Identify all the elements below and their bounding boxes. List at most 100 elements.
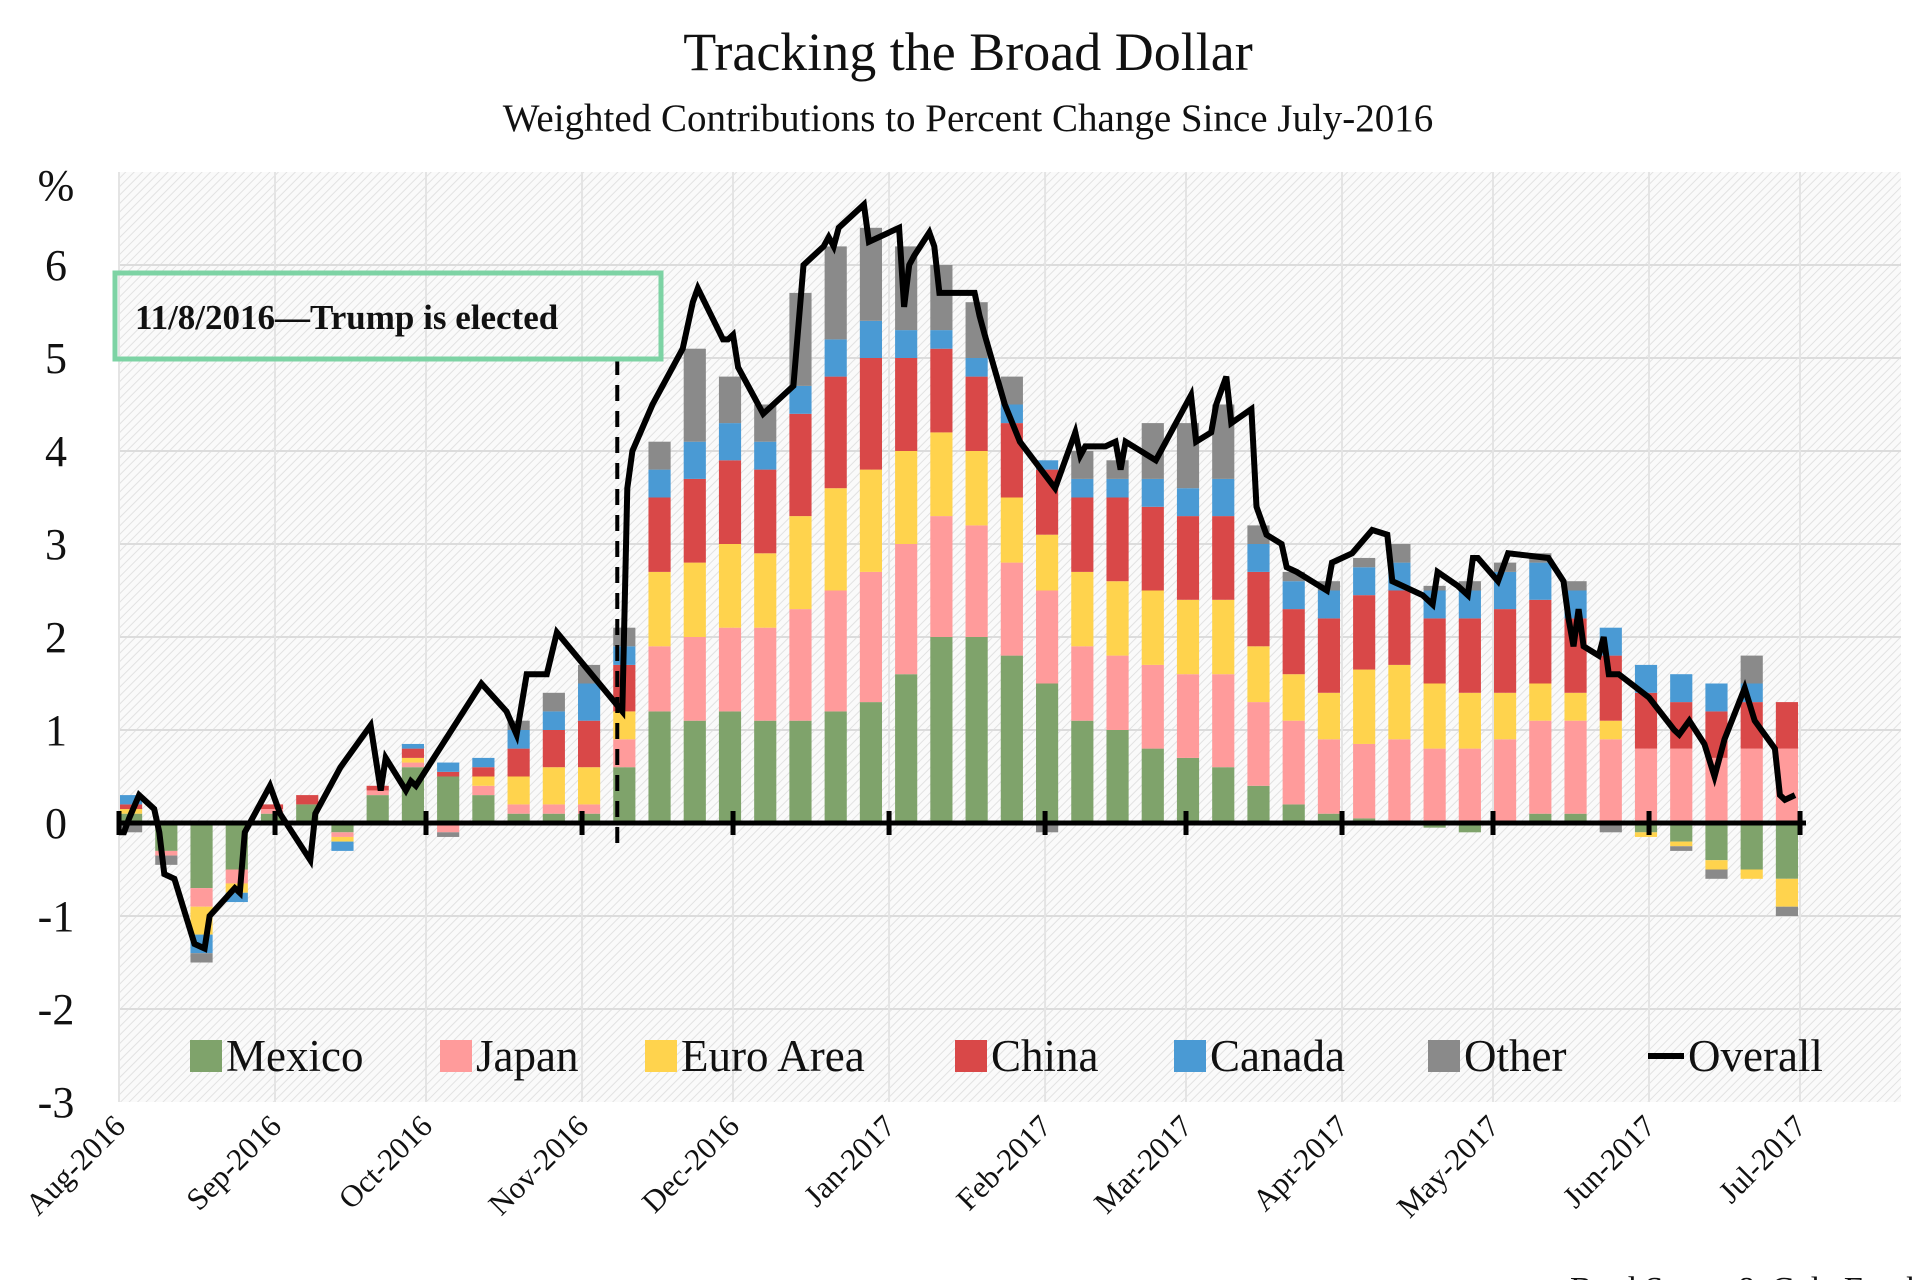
bar-euro-area <box>648 571 671 647</box>
bar-other <box>930 265 953 331</box>
bar-china <box>1106 497 1129 582</box>
source-text: Brad Setser & Cole Frank <box>1570 1271 1920 1280</box>
bar-other <box>1071 451 1094 479</box>
bar-euro-area <box>1740 869 1763 879</box>
bar-euro-area <box>1458 692 1481 749</box>
bar-other <box>1000 376 1023 405</box>
bar-mexico <box>1141 748 1164 823</box>
x-tick-label: Dec-2016 <box>635 1108 746 1219</box>
bar-canada <box>930 330 953 349</box>
y-tick-label: 1 <box>45 706 67 755</box>
bar-other <box>1775 906 1799 916</box>
annotation-text: 11/8/2016—Trump is elected <box>135 298 559 337</box>
legend-item-china: China <box>955 1031 1099 1081</box>
bar-china <box>260 804 284 810</box>
y-tick-label: 0 <box>45 799 67 848</box>
bar-mexico <box>437 776 460 823</box>
bar-japan <box>1212 674 1235 768</box>
legend-label-mexico: Mexico <box>226 1031 363 1081</box>
y-tick-label: 5 <box>45 334 67 383</box>
bar-other <box>1705 869 1728 879</box>
bar-euro-area <box>718 544 742 628</box>
bar-mexico <box>648 711 671 823</box>
bar-mexico <box>1036 683 1059 823</box>
bar-canada <box>754 441 777 470</box>
x-tick-label: Sep-2016 <box>179 1108 288 1217</box>
legend-swatch-japan <box>440 1040 472 1072</box>
bar-china <box>542 730 565 768</box>
bar-mexico <box>789 720 812 823</box>
bar-china <box>1176 516 1200 600</box>
bar-mexico <box>1458 823 1481 833</box>
legend-label-other: Other <box>1464 1031 1566 1081</box>
bar-euro-area <box>1141 590 1164 665</box>
x-tick-label: Aug-2016 <box>18 1108 132 1222</box>
bar-euro-area <box>1000 497 1023 563</box>
chart-subtitle: Weighted Contributions to Percent Change… <box>503 97 1434 140</box>
x-tick-label: May-2017 <box>1390 1108 1506 1224</box>
bar-japan <box>789 609 812 721</box>
bar-other <box>859 227 883 321</box>
bar-euro-area <box>472 776 495 786</box>
bar-canada <box>1247 544 1270 572</box>
bar-china <box>824 376 847 489</box>
bar-mexico <box>1212 767 1235 823</box>
bar-china <box>296 795 319 805</box>
bar-mexico <box>366 795 389 823</box>
x-tick-label: Mar-2017 <box>1087 1108 1199 1220</box>
bar-china <box>1388 590 1411 665</box>
bar-china <box>895 358 918 451</box>
legend-item-other: Other <box>1428 1031 1566 1081</box>
bar-canada <box>331 841 354 851</box>
bar-mexico <box>824 711 847 823</box>
bar-canada <box>1176 488 1200 517</box>
bar-other <box>754 404 777 442</box>
bar-canada <box>1353 567 1376 596</box>
bar-china <box>1212 516 1235 600</box>
bar-japan <box>1564 720 1587 814</box>
bar-mexico <box>1529 813 1552 823</box>
bar-mexico <box>578 813 601 823</box>
bar-mexico <box>1106 730 1129 823</box>
legend-label-euro-area: Euro Area <box>681 1031 865 1081</box>
bar-china <box>965 376 988 451</box>
bar-canada <box>789 385 812 414</box>
bar-japan <box>1106 655 1129 730</box>
annotation-box <box>112 270 664 362</box>
bar-canada <box>120 795 143 805</box>
annotation: 11/8/2016—Trump is elected <box>112 270 664 845</box>
bar-euro-area <box>1247 646 1270 703</box>
bar-mexico <box>754 720 777 823</box>
bar-japan <box>1423 748 1446 823</box>
bar-japan <box>1775 748 1799 823</box>
x-tick-label: Jul-2017 <box>1712 1108 1813 1209</box>
bar-japan <box>683 637 706 721</box>
bar-mexico <box>260 813 284 823</box>
bar-china <box>1494 609 1517 693</box>
bar-euro-area <box>1071 571 1094 647</box>
bar-euro-area <box>824 488 847 591</box>
bar-china <box>1599 655 1622 721</box>
bar-canada <box>1141 478 1164 507</box>
bar-japan <box>1071 646 1094 721</box>
bar-china <box>718 460 742 544</box>
bar-mexico <box>1634 823 1658 833</box>
bar-euro-area <box>1388 664 1411 740</box>
bar-euro-area <box>1317 692 1341 740</box>
bar-japan <box>1529 720 1552 814</box>
x-tick-label: Apr-2017 <box>1245 1108 1355 1218</box>
legend-item-canada: Canada <box>1174 1031 1345 1081</box>
bar-japan <box>1000 562 1023 656</box>
bar-euro-area <box>965 451 988 526</box>
bar-canada <box>1036 460 1059 470</box>
bar-euro-area <box>1494 692 1517 740</box>
bar-other <box>155 855 178 865</box>
x-axis-tick-labels: Aug-2016 Sep-2016 Oct-2016 Nov-2016 Dec-2016… <box>18 1108 1813 1224</box>
bar-euro-area <box>1353 669 1376 744</box>
bar-euro-area <box>1564 692 1587 721</box>
bar-china <box>648 497 671 572</box>
bar-japan <box>366 790 389 796</box>
y-tick-label: -2 <box>38 985 75 1034</box>
bar-mexico <box>930 637 953 823</box>
bar-china <box>1353 595 1376 670</box>
